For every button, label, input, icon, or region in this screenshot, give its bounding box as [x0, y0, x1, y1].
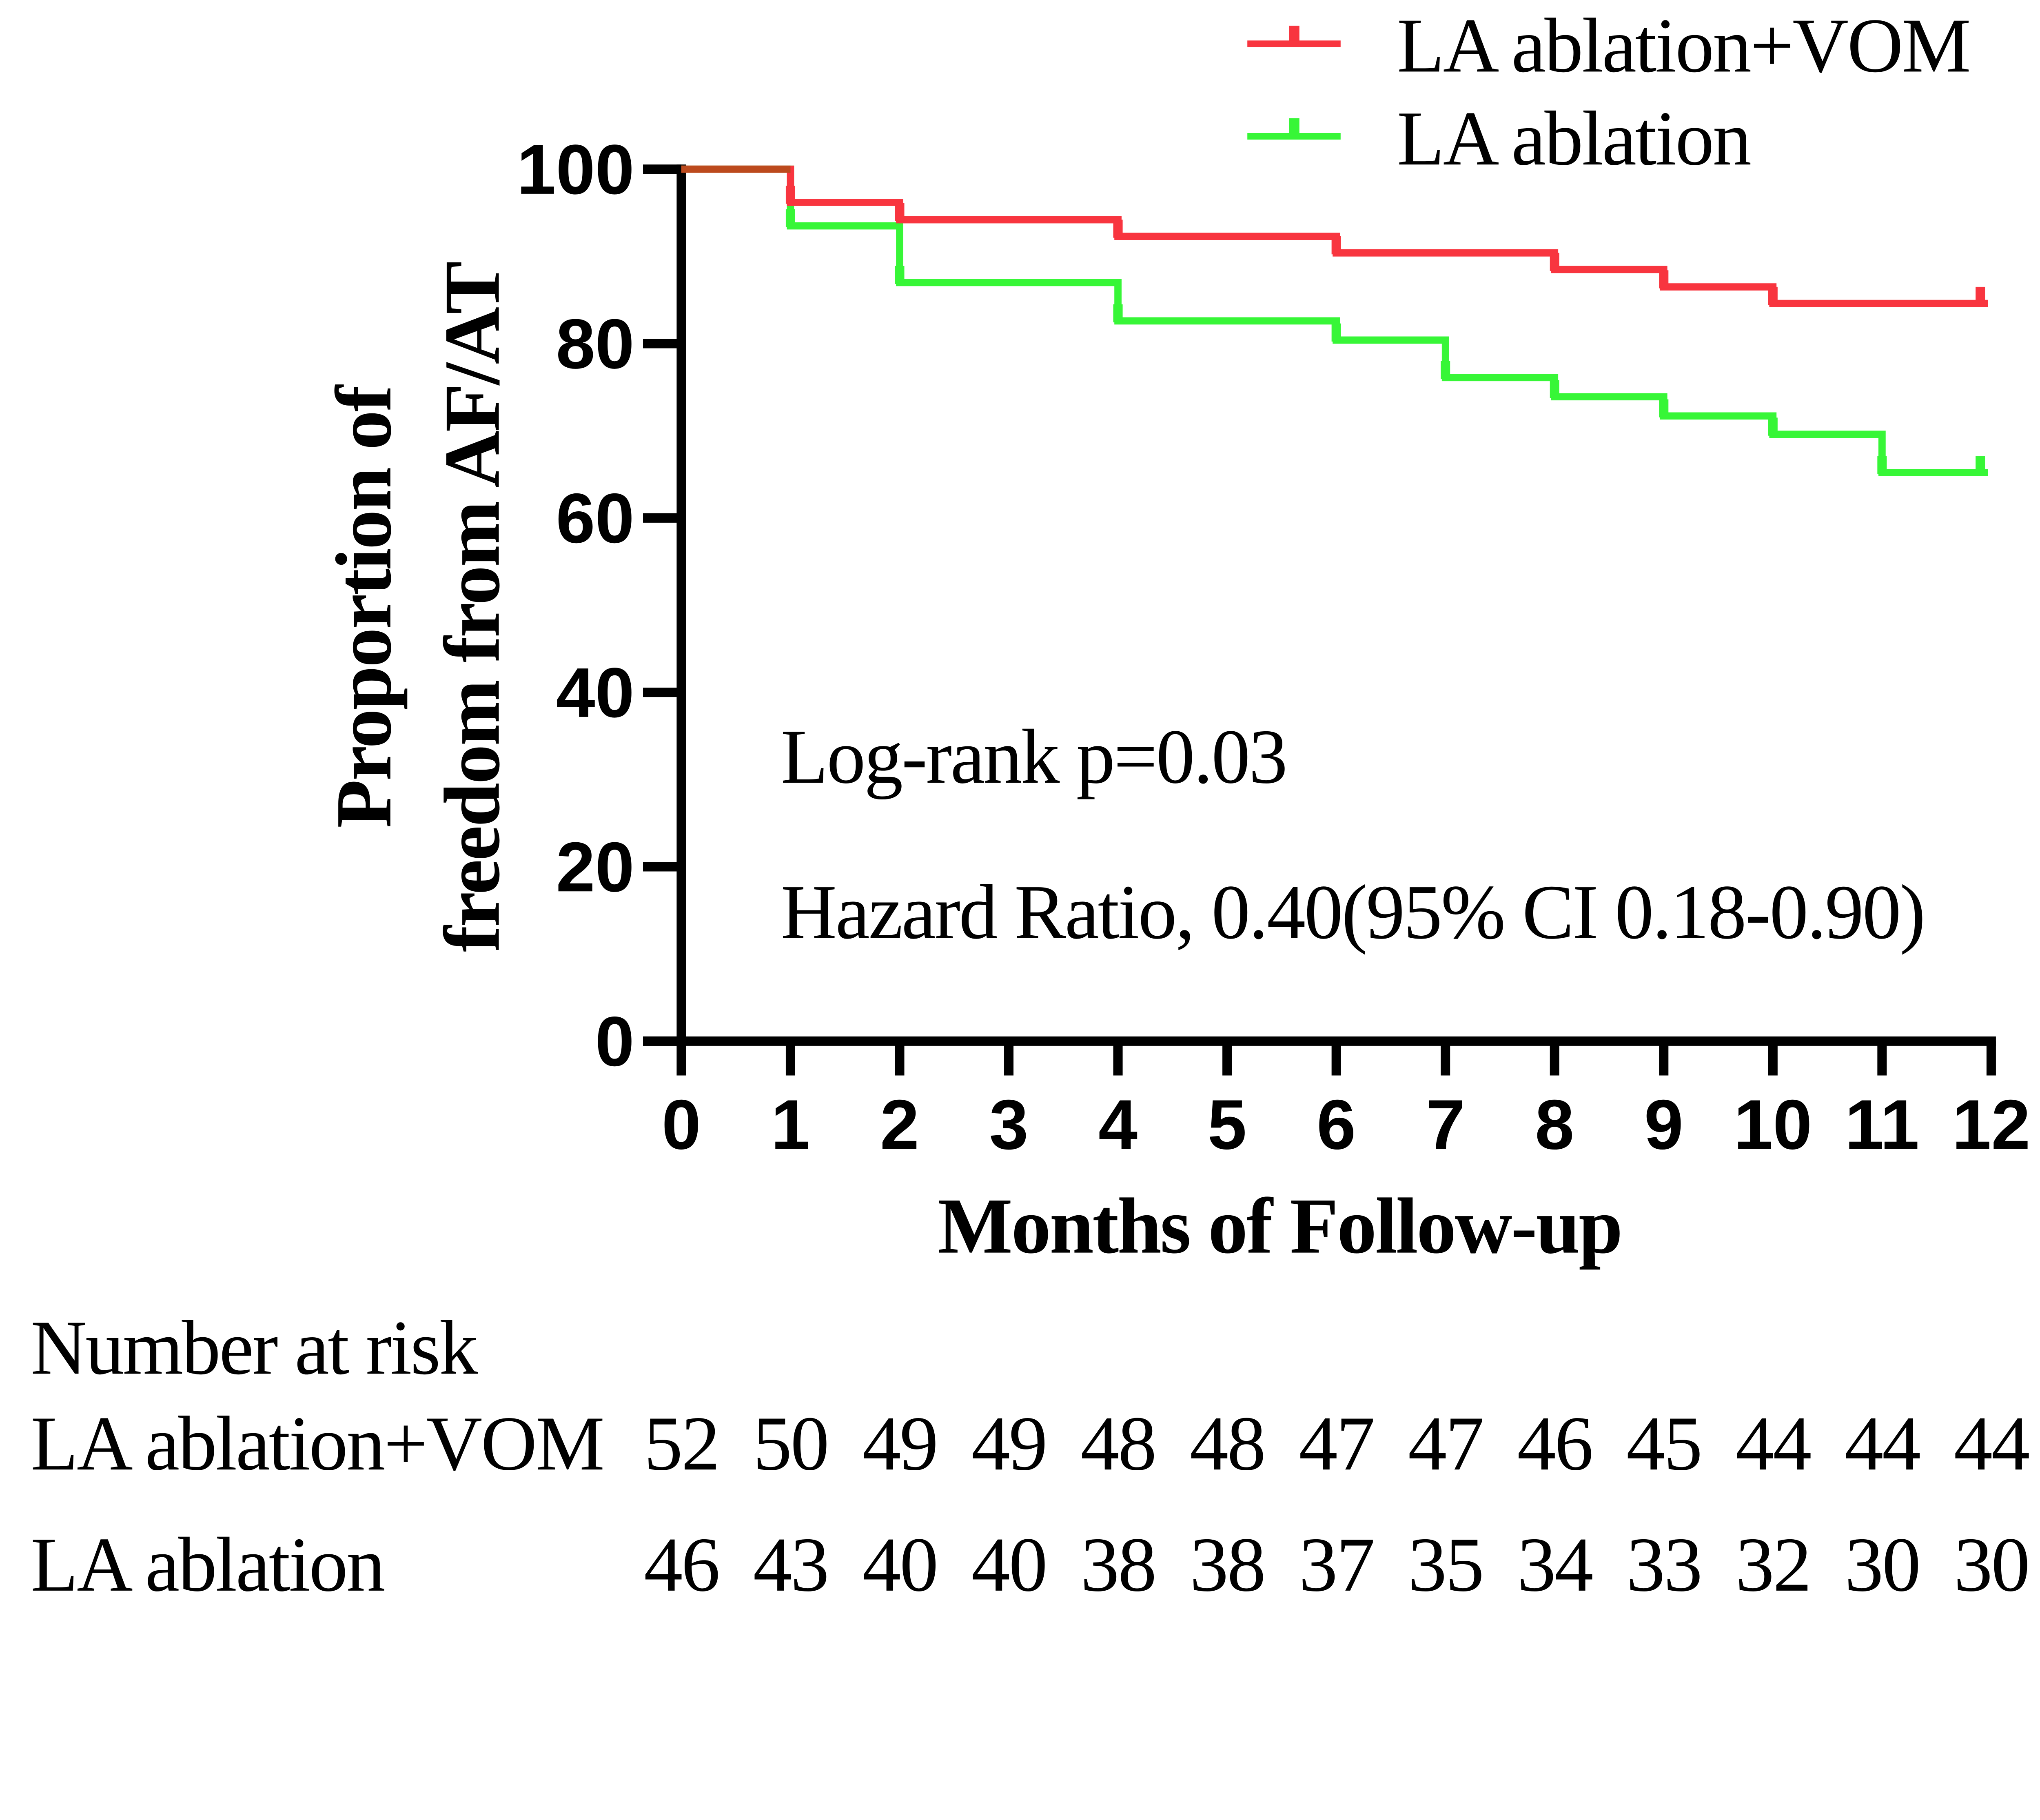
x-tick-label-11: 11 [1845, 1085, 1920, 1164]
risk-values: 52 50 49 49 48 48 47 47 46 45 44 44 44 46 43 40 40 38 38 37… [644, 1401, 2031, 1608]
censor-tick-la-ablation-m10 [1768, 417, 1778, 436]
censor-tick-la-ablation-vom-m9 [1659, 270, 1669, 289]
y-tick-label-0: 0 [595, 1002, 634, 1081]
risk-value-row1-m7: 35 [1408, 1522, 1483, 1608]
km-chart: LA ablation+VOM LA ablation 020406080100… [31, 2, 2031, 1608]
censor-tick-la-ablation-m6 [1331, 323, 1341, 342]
x-tick-label-9: 9 [1644, 1085, 1683, 1164]
risk-table: Number at risk LA ablation+VOM LA ablati… [31, 1305, 2031, 1608]
y-tick-label-80: 80 [556, 304, 634, 383]
risk-value-row1-m12: 30 [1954, 1522, 2029, 1608]
annotation-logrank: Log-rank p=0.03 [781, 714, 1286, 800]
curves [681, 165, 1988, 477]
legend: LA ablation+VOM LA ablation [1247, 2, 1971, 182]
curve-la-ablation [681, 165, 1988, 477]
risk-value-row1-m8: 34 [1517, 1522, 1593, 1608]
risk-value-row0-m6: 47 [1299, 1401, 1373, 1487]
annotation-hazard-ratio: Hazard Ratio, 0.40(95% CI 0.18-0.90) [781, 869, 1925, 955]
risk-value-row0-m8: 46 [1517, 1401, 1592, 1487]
y-tick-label-40: 40 [556, 653, 634, 732]
risk-value-row0-m1: 50 [753, 1401, 828, 1487]
y-tick-label-60: 60 [556, 479, 634, 558]
y-tick-label-20: 20 [556, 828, 634, 906]
risk-value-row0-m4: 48 [1080, 1401, 1155, 1487]
x-axis-title: Months of Follow-up [938, 1182, 1621, 1270]
y-axis-title-line2: freedom from AF/AT [428, 262, 517, 952]
risk-value-row1-m4: 38 [1080, 1522, 1155, 1608]
legend-item-la-ablation: LA ablation [1247, 95, 1752, 182]
risk-value-row1-m2: 40 [862, 1522, 937, 1608]
x-tick-label-1: 1 [771, 1085, 810, 1164]
censor-tick-la-ablation-m9 [1659, 399, 1669, 417]
risk-value-row1-m1: 43 [753, 1522, 828, 1608]
censor-tick-la-ablation-m8 [1550, 380, 1559, 398]
km-figure: LA ablation+VOM LA ablation 0 20 40 60 80 100… [31, 2, 2031, 1608]
x-tick-label-10: 10 [1734, 1085, 1812, 1164]
censor-tick-la-ablation-m7 [1441, 361, 1450, 379]
censor-tick-la-ablation-m11 [1877, 456, 1887, 474]
risk-value-row1-m3: 40 [971, 1522, 1046, 1608]
censor-tick-la-ablation-m4 [1113, 304, 1123, 322]
censor-tick-la-ablation-vom-m8 [1550, 253, 1559, 271]
risk-row-label-vom: LA ablation+VOM [31, 1401, 603, 1487]
risk-row-label-la-ablation: LA ablation [31, 1522, 384, 1608]
risk-value-row0-m5: 48 [1190, 1401, 1264, 1487]
censor-tick-la-ablation-vom-m10 [1768, 286, 1778, 305]
risk-value-row0-m0: 52 [644, 1401, 718, 1487]
risk-value-row0-m7: 47 [1408, 1401, 1483, 1487]
x-tick-label-12: 12 [1952, 1085, 2030, 1164]
x-tick-label-8: 8 [1535, 1085, 1574, 1164]
x-tick-label-4: 4 [1098, 1085, 1138, 1164]
censor-tick-la-ablation-m2 [895, 266, 905, 284]
censor-tick-la-ablation-vom-m2 [895, 203, 905, 222]
risk-value-row1-m5: 38 [1190, 1522, 1264, 1608]
x-tick-label-5: 5 [1208, 1085, 1247, 1164]
censor-tick-la-ablation-vom-m6 [1331, 236, 1341, 255]
censor-tick-la-ablation-vom-m4 [1113, 220, 1123, 238]
risk-value-row1-m10: 32 [1736, 1522, 1810, 1608]
risk-value-row0-m2: 49 [862, 1401, 937, 1487]
risk-value-row1-m0: 46 [644, 1522, 718, 1608]
censor-tick-la-ablation-m11.9 [1976, 456, 1985, 474]
risk-value-row0-m12: 44 [1954, 1401, 2029, 1487]
risk-value-row0-m3: 49 [971, 1401, 1046, 1487]
x-tick-label-7: 7 [1426, 1085, 1465, 1164]
risk-value-row1-m6: 37 [1299, 1522, 1373, 1608]
risk-value-row1-m11: 30 [1845, 1522, 1919, 1608]
risk-value-row0-m11: 44 [1845, 1401, 1920, 1487]
censor-tick-la-ablation-vom-m11.9 [1976, 286, 1985, 305]
x-tick-label-6: 6 [1317, 1085, 1356, 1164]
x-tick-label-3: 3 [989, 1085, 1028, 1164]
censor-tick-la-ablation-vom-m1 [785, 186, 795, 204]
x-tick-label-2: 2 [880, 1085, 919, 1164]
legend-item-label-la-ablation: LA ablation [1397, 95, 1751, 182]
risk-value-row0-m10: 44 [1736, 1401, 1811, 1487]
legend-item-la-ablation-vom: LA ablation+VOM [1247, 2, 1971, 89]
x-tick-label-0: 0 [662, 1085, 701, 1164]
risk-value-row0-m9: 45 [1626, 1401, 1701, 1487]
y-axis-title-line1: Proportion of [320, 384, 408, 828]
y-tick-label-100: 100 [517, 130, 634, 209]
censor-tick-la-ablation-m1 [785, 209, 795, 228]
risk-table-header: Number at risk [31, 1305, 478, 1391]
risk-value-row1-m9: 33 [1626, 1522, 1701, 1608]
legend-item-label-vom: LA ablation+VOM [1397, 2, 1969, 89]
